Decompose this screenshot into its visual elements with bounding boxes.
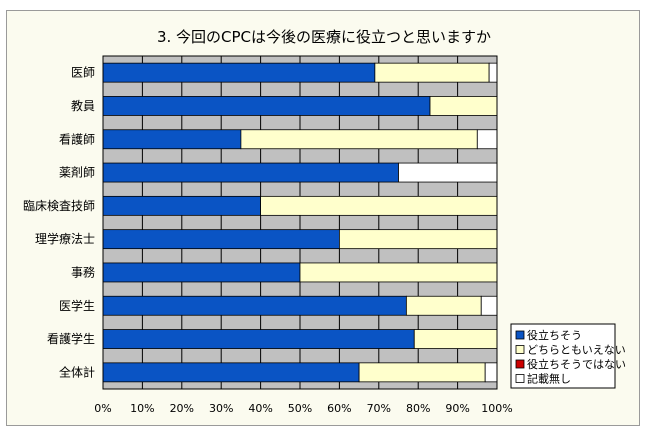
x-tick-label: 40% — [248, 402, 272, 415]
bar-segment — [102, 295, 407, 316]
category-label: 看護師 — [59, 131, 95, 146]
bar-segment — [484, 362, 498, 383]
plot-border — [102, 55, 498, 390]
category-label: 医師 — [71, 66, 95, 80]
category-label: 教員 — [71, 98, 95, 113]
bar-segment — [102, 195, 262, 216]
category-label: 薬剤師 — [59, 165, 95, 180]
x-tick-label: 0% — [94, 402, 111, 415]
x-tick-label: 100% — [481, 402, 512, 415]
x-tick-label: 10% — [130, 402, 154, 415]
bar-segment — [413, 329, 498, 349]
bar-segment — [102, 162, 399, 183]
x-tick-label: 70% — [367, 402, 391, 415]
bar-segment — [102, 96, 431, 116]
bar-segment — [102, 362, 360, 383]
category-label: 事務 — [71, 265, 95, 279]
legend-label: 役立ちそう — [527, 328, 582, 342]
bar-segment — [429, 96, 498, 116]
category-label: 医学生 — [59, 298, 95, 313]
bar-segment — [476, 129, 498, 150]
bar-segment — [358, 362, 486, 383]
x-tick-label: 30% — [209, 402, 233, 415]
bar-segment — [102, 229, 340, 250]
bar-segment — [299, 262, 498, 283]
x-tick-label: 90% — [445, 402, 469, 415]
legend-swatch — [515, 330, 525, 340]
legend-label: 記載無し — [527, 372, 571, 386]
bar-segment — [102, 62, 376, 83]
legend-swatch — [515, 345, 525, 354]
category-label: 看護学生 — [47, 331, 95, 346]
bar-segment — [374, 62, 490, 83]
category-label: 全体計 — [59, 364, 95, 379]
legend-box — [510, 323, 616, 389]
bar-segment — [102, 262, 301, 283]
bar-segment — [488, 62, 498, 83]
legend-label: どちらともいえない — [527, 344, 626, 357]
x-tick-label: 80% — [406, 402, 430, 415]
bar-segment — [240, 129, 478, 150]
legend-swatch — [515, 374, 525, 383]
bar-segment — [480, 295, 498, 316]
x-tick-label: 50% — [288, 402, 312, 415]
bar-segment — [260, 195, 498, 216]
legend-swatch — [515, 359, 525, 369]
bar-segment — [398, 162, 498, 183]
x-tick-label: 20% — [170, 402, 194, 415]
bar-segment — [102, 129, 242, 150]
category-label: 臨床検査技師 — [23, 199, 95, 213]
x-tick-label: 60% — [327, 402, 351, 415]
category-label: 理学療法士 — [35, 231, 95, 246]
bar-segment — [338, 229, 498, 250]
bar-segment — [405, 295, 482, 316]
legend-label: 役立ちそうではない — [527, 357, 626, 371]
bar-segment — [102, 329, 415, 349]
chart-title: 3. 今回のCPCは今後の医療に役立つと思いますか — [156, 28, 492, 46]
